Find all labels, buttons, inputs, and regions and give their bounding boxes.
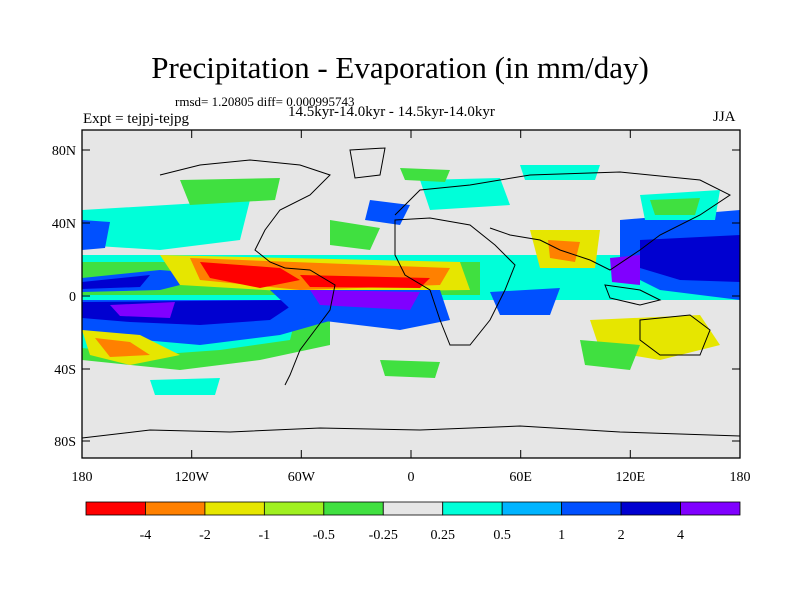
colorbar-swatch: [263, 501, 325, 516]
contour-violet-band-atlantic: [310, 290, 420, 310]
colorbar-swatch: [442, 501, 503, 516]
x-axis: 180 120W 60W 0 60E 120E 180: [72, 130, 751, 485]
colorbar-swatch: [323, 501, 384, 516]
contour-navy-west-pacific: [640, 235, 740, 282]
y-tick-label: 40N: [52, 217, 76, 232]
coast-greenland: [349, 147, 386, 179]
x-tick-label: 120E: [616, 470, 646, 485]
coast-africa: [394, 217, 516, 346]
colorbar-swatch: [382, 501, 444, 516]
contour-green-east-asia: [650, 198, 700, 215]
colorbar-swatch: [145, 501, 206, 516]
colorbar-label: 2: [618, 528, 625, 543]
period-label: 14.5kyr-14.0kyr - 14.5kyr-14.0kyr: [288, 104, 495, 120]
coast-south-america: [284, 267, 336, 386]
contour-blue-north-atlantic: [365, 200, 410, 225]
contour-cyan-europe: [420, 178, 510, 210]
colorbar-label: -2: [199, 528, 211, 543]
coast-eurasia: [394, 171, 731, 271]
coast-north-america: [159, 159, 331, 269]
contour-cyan-southern-ocean: [150, 378, 220, 395]
colorbar-label: -0.25: [369, 528, 398, 543]
experiment-label: Expt = tejpj-tejpg: [83, 111, 189, 127]
y-tick-label: 0: [69, 290, 76, 305]
colorbar-label: 4: [677, 528, 684, 543]
contour-field: [82, 130, 740, 458]
colorbar-swatch: [204, 501, 265, 516]
colorbar-label: -4: [140, 528, 152, 543]
colorbar-swatch: [85, 501, 146, 516]
contour-green-patch-se: [580, 340, 640, 370]
colorbar-swatch: [620, 501, 681, 516]
x-tick-label: 120W: [175, 470, 210, 485]
x-tick-label: 60W: [288, 470, 316, 485]
contour-cyan-arctic: [520, 165, 600, 180]
contour-violet-core-south: [110, 302, 175, 318]
contour-violet-west-pacific: [610, 255, 640, 285]
contour-green-north-pacific: [180, 178, 280, 205]
x-tick-label: 60E: [509, 470, 532, 485]
y-axis: 80N 40N 0 40S 80S: [52, 144, 740, 450]
colorbar-swatch: [680, 501, 741, 516]
colorbar: -4 -2 -1 -0.5 -0.25 0.25 0.5 1 2 4: [85, 501, 741, 543]
colorbar-label: 1: [558, 528, 565, 543]
colorbar-label: 0.5: [493, 528, 511, 543]
contour-red-band-atlantic: [300, 275, 430, 288]
contour-green-arctic: [400, 168, 450, 182]
contour-cyan-north-pacific: [82, 200, 250, 250]
colorbar-swatch: [501, 501, 563, 516]
colorbar-label: 0.25: [430, 528, 455, 543]
contour-blue-indian-ocean: [490, 288, 560, 315]
y-tick-label: 80N: [52, 144, 76, 159]
coastlines: [82, 147, 740, 439]
y-tick-label: 40S: [54, 363, 76, 378]
contour-orange-patch-south: [95, 338, 150, 357]
contour-green-north-atlantic: [330, 220, 380, 250]
contour-blue-north-pacific: [82, 220, 110, 250]
map-title: Precipitation - Evaporation (in mm/day): [151, 50, 649, 85]
season-label: JJA: [713, 109, 736, 125]
colorbar-label: -0.5: [313, 528, 335, 543]
stats-label: rmsd= 1.20805 diff= 0.000995743: [175, 94, 355, 109]
colorbar-label: -1: [259, 528, 271, 543]
colorbar-swatch: [561, 501, 622, 516]
x-tick-label: 0: [408, 470, 415, 485]
x-tick-label: 180: [72, 470, 93, 485]
y-tick-label: 80S: [54, 435, 76, 450]
x-tick-label: 180: [730, 470, 751, 485]
coast-australia: [639, 314, 711, 356]
contour-navy-band-equator: [82, 275, 150, 289]
contour-red-band-equator: [200, 262, 300, 288]
coast-antarctica: [82, 425, 740, 439]
coast-indonesia: [604, 284, 662, 306]
contour-green-southern-ocean: [380, 360, 440, 378]
